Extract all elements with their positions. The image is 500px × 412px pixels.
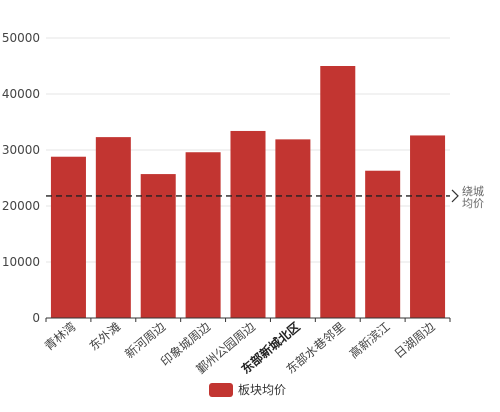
bar[interactable] <box>365 170 401 318</box>
x-tick-label: 青林湾 <box>41 319 78 354</box>
y-tick-label: 20000 <box>2 199 40 213</box>
legend-label: 板块均价 <box>238 383 286 397</box>
y-tick-label: 50000 <box>2 31 40 45</box>
bar[interactable] <box>50 156 86 318</box>
bars <box>50 66 446 318</box>
y-tick-label: 40000 <box>2 87 40 101</box>
x-tick-label: 东外滩 <box>87 320 124 354</box>
legend-swatch <box>209 383 233 397</box>
y-tick-label: 0 <box>32 311 40 325</box>
y-tick-label: 30000 <box>2 143 40 157</box>
y-axis-ticks: 0 10000 20000 30000 40000 50000 <box>2 31 40 325</box>
bar[interactable] <box>275 139 311 318</box>
bar[interactable] <box>95 137 131 318</box>
reference-line-label: 绕城 <box>462 185 484 198</box>
x-tick-label: 高新滨江 <box>346 319 392 361</box>
bar[interactable] <box>185 152 221 318</box>
legend[interactable]: 板块均价 <box>209 383 286 397</box>
bar[interactable] <box>230 130 266 318</box>
reference-line-arrow-icon <box>451 189 459 203</box>
y-tick-label: 10000 <box>2 255 40 269</box>
bar[interactable] <box>140 174 176 318</box>
reference-line-label: 均价 <box>462 197 484 210</box>
x-tick-label: 日湖周边 <box>391 319 437 361</box>
bar[interactable] <box>410 135 446 318</box>
bar[interactable] <box>320 66 356 318</box>
